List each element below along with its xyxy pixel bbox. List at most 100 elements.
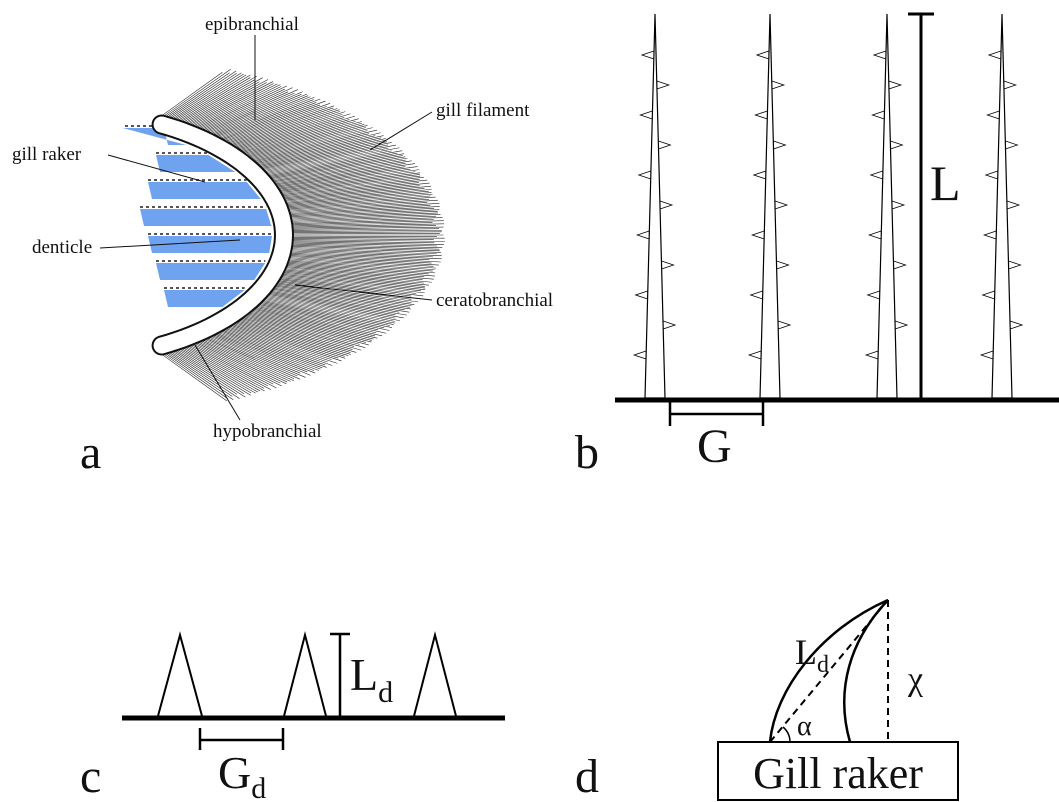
spike-denticle <box>658 141 670 149</box>
spike-denticle <box>660 201 672 209</box>
filament <box>185 79 268 123</box>
filament <box>205 93 295 132</box>
label-sub: d <box>378 676 393 709</box>
length-bar <box>330 634 350 716</box>
spike-denticle <box>1004 81 1016 89</box>
label: epibranchial <box>205 14 299 35</box>
spike-denticle <box>890 141 902 149</box>
spike-denticle <box>772 81 784 89</box>
filament <box>292 232 442 233</box>
spike-denticle <box>657 81 669 89</box>
spike-denticle <box>640 111 652 119</box>
filament <box>220 331 322 368</box>
angle-arc <box>783 727 790 742</box>
filament <box>211 96 308 135</box>
gap-label: Gd <box>218 747 266 802</box>
raker <box>148 182 261 199</box>
filament <box>290 251 433 257</box>
spike-denticle <box>754 171 766 179</box>
spike-denticle <box>778 321 790 329</box>
box-label: Gill raker <box>753 749 923 798</box>
gill-raker-spikes <box>634 14 1022 398</box>
label: gill raker <box>12 144 82 165</box>
filament <box>216 100 314 138</box>
spike-denticle <box>755 111 767 119</box>
spike-denticle <box>1010 321 1022 329</box>
spike-denticle <box>663 321 675 329</box>
panel-label: a <box>80 426 101 479</box>
label-base: L <box>795 632 817 672</box>
filament <box>189 82 273 126</box>
filament <box>292 237 445 238</box>
spike <box>992 14 1012 398</box>
panel-label: c <box>80 750 101 802</box>
spike-denticle <box>639 171 651 179</box>
label-base: G <box>218 747 251 798</box>
spike-denticle <box>889 81 901 89</box>
length-label: Ld <box>795 632 829 678</box>
raker <box>156 263 265 280</box>
label-sub: d <box>817 652 829 678</box>
spike-denticle <box>751 291 763 299</box>
filament <box>182 78 263 123</box>
filament <box>292 238 434 239</box>
length-line <box>770 600 888 742</box>
gap-label: G <box>697 420 732 473</box>
spike-denticle <box>986 171 998 179</box>
spike-denticle <box>984 231 996 239</box>
spike-denticle <box>983 291 995 299</box>
spike-denticle <box>989 51 1001 59</box>
filament <box>291 214 441 220</box>
spike-denticle <box>872 111 884 119</box>
spike-denticle <box>775 201 787 209</box>
label: gill filament <box>436 100 530 121</box>
filament <box>195 342 280 383</box>
label: denticle <box>32 237 92 258</box>
spike-denticle <box>749 351 761 359</box>
spike-denticle <box>752 231 764 239</box>
filament <box>161 72 222 116</box>
spike-denticle <box>894 261 906 269</box>
panel-label: d <box>575 750 599 802</box>
spike-denticle <box>1007 201 1019 209</box>
spike-denticle <box>866 351 878 359</box>
label: ceratobranchial <box>436 290 553 311</box>
spike-denticle <box>636 291 648 299</box>
filament <box>276 284 412 303</box>
spike-denticle <box>987 111 999 119</box>
spike-denticle <box>634 351 646 359</box>
figure: epibranchial gill filament gill raker de… <box>0 0 1059 802</box>
label-base: L <box>350 649 378 700</box>
spike-denticle <box>773 141 785 149</box>
spike-denticle <box>874 51 886 59</box>
length-label: Ld <box>350 649 393 709</box>
spike <box>760 14 780 398</box>
spike-denticle <box>868 291 880 299</box>
filament <box>219 331 321 369</box>
spike-denticle <box>662 261 674 269</box>
filament <box>213 97 311 136</box>
spike-denticle <box>892 201 904 209</box>
spike-denticle <box>642 51 654 59</box>
gill-filaments <box>161 69 445 401</box>
length-label: L <box>930 155 961 211</box>
filament <box>216 333 314 371</box>
raker <box>140 209 271 226</box>
leader-lines <box>100 35 432 420</box>
filament <box>291 250 442 256</box>
panel-label: b <box>575 426 599 479</box>
spike <box>645 14 665 398</box>
filament <box>199 89 285 129</box>
spike-denticle <box>777 261 789 269</box>
spike-denticle <box>1009 261 1021 269</box>
spike-denticle <box>981 351 993 359</box>
spike-denticle <box>895 321 907 329</box>
spike-denticle <box>757 51 769 59</box>
label: hypobranchial <box>213 421 322 442</box>
spike-denticle <box>637 231 649 239</box>
spike-denticle <box>1005 141 1017 149</box>
filament <box>202 92 288 131</box>
spike <box>877 14 897 398</box>
angle-label: α <box>797 711 812 742</box>
denticles <box>158 635 456 716</box>
